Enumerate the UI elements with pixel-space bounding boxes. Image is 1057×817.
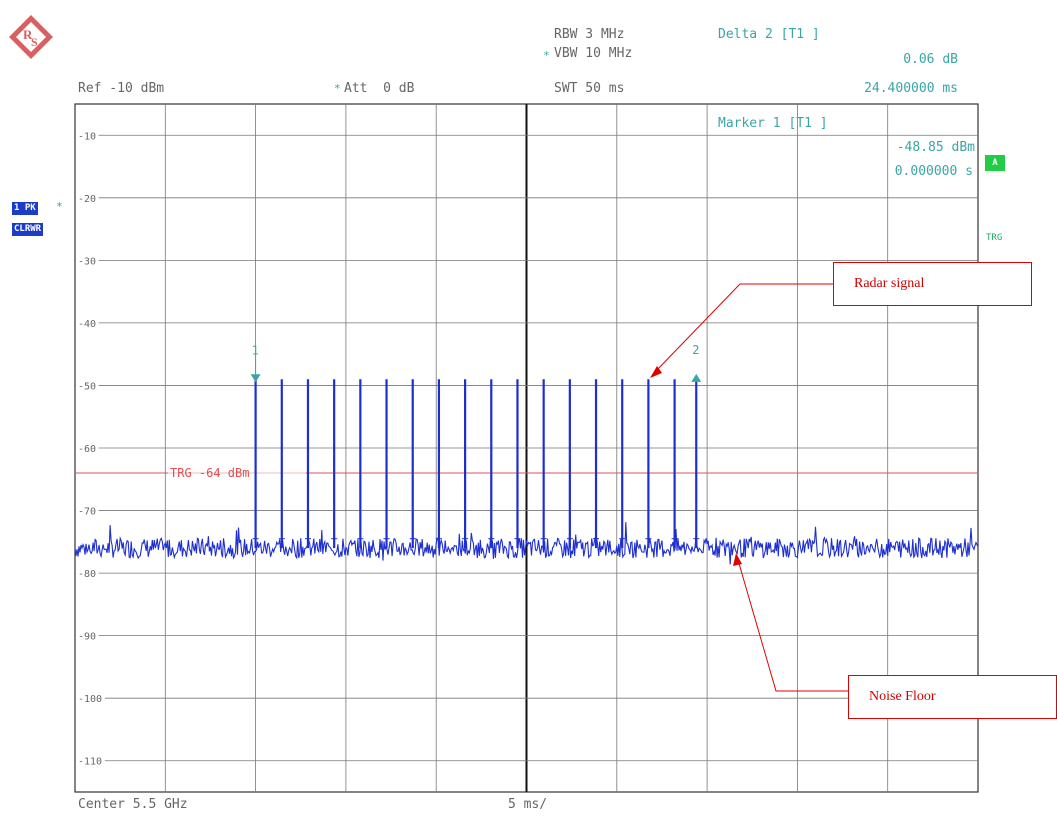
y-tick-label: -40 [78,319,96,330]
y-tick-label-background [76,692,105,705]
marker-number-label: 1 [252,343,259,357]
marker-1-value: -48.85 dBm [896,140,975,155]
rohde-schwarz-logo-icon: R S [9,15,53,59]
radar-signal-arrowhead [650,366,662,378]
marker-1-triangle [250,374,261,383]
y-tick-label: -110 [78,757,102,768]
y-tick-label: -10 [78,131,96,142]
y-tick-label-background [76,379,99,392]
trace-mode-label: CLRWR [12,223,44,236]
radar-signal-callout: Radar signal [833,262,1032,306]
svg-text:S: S [31,35,38,49]
vbw-star: * [543,49,550,62]
ref-level-label: Ref -10 dBm [78,81,165,96]
delta-marker-value: 0.06 dB [903,52,958,67]
attenuation-label: Att 0 dB [344,81,415,96]
svg-text:R: R [23,27,33,42]
vbw-label: VBW 10 MHz [554,46,633,61]
trigger-indicator: TRG [986,233,1003,243]
noise-floor-callout: Noise Floor [848,675,1057,719]
marker-1-title: Marker 1 [T1 ] [718,116,828,131]
y-tick-label-background [76,442,99,454]
att-star: * [334,82,341,95]
y-tick-label: -70 [78,507,96,518]
trigger-label-background [168,464,306,482]
y-tick-label: -100 [78,694,102,705]
y-tick-label: -30 [78,256,96,267]
trace-star: * [56,200,63,213]
y-tick-label-background [76,567,99,580]
center-frequency-label: Center 5.5 GHz [78,797,188,812]
trigger-level-label: TRG -64 dBm [170,466,249,480]
time-per-division-label: 5 ms/ [508,797,548,812]
noise-floor-arrowhead [733,553,742,566]
y-tick-label-background [76,629,99,642]
y-tick-label: -20 [78,194,96,205]
y-tick-label-background [76,129,99,142]
marker-number-label: 2 [692,343,699,357]
rbw-label: RBW 3 MHz [554,27,625,42]
y-tick-label-background [76,316,99,329]
delta-marker-title: Delta 2 [T1 ] [718,27,820,42]
y-tick-label-background [76,254,99,267]
trace-a-badge: A [985,155,1005,171]
y-tick-label: -50 [78,381,96,392]
sweep-time-label: SWT 50 ms [554,81,625,96]
trace-detector-label: 1 PK [12,202,38,215]
marker-1-time: 0.000000 s [894,164,973,179]
marker-2-triangle [691,373,702,382]
y-tick-label: -90 [78,632,96,643]
radar-signal-arrow [654,283,833,373]
y-tick-label-background [76,754,105,767]
noise-floor-trace [74,522,979,565]
delta-marker-time: 24.400000 ms [864,81,958,96]
y-tick-label: -80 [78,569,96,580]
y-tick-label-background [76,191,99,204]
y-tick-label: -60 [78,444,96,455]
noise-floor-arrow [737,559,848,692]
y-tick-label-background [76,504,99,517]
